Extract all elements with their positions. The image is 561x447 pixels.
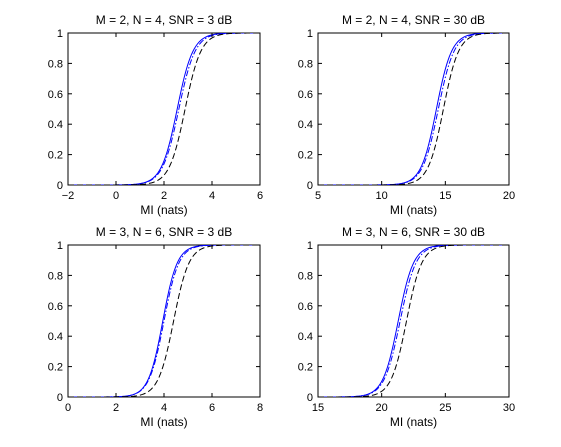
x-tick-label: 20 — [376, 402, 388, 414]
y-tick-label: 0.2 — [48, 150, 63, 162]
subplot-3: 0 2 4 6 8 0 0.2 0.4 0.6 0.8 1 M = 3, N = 6, SNR = 3… — [48, 225, 263, 429]
series-line-3 — [68, 33, 260, 185]
axes-frame — [67, 244, 261, 398]
y-tick-label: 0.6 — [48, 301, 63, 313]
x-axis-label: MI (nats) — [390, 415, 437, 429]
chart-title: M = 3, N = 6, SNR = 30 dB — [342, 225, 485, 239]
y-tick-label: 0 — [307, 180, 313, 192]
x-tick-label: 5 — [315, 190, 321, 202]
x-tick-label: 2 — [161, 190, 167, 202]
y-tick-label: 0.8 — [48, 270, 63, 282]
y-tick-label: 0.6 — [298, 89, 313, 101]
x-tick-label: −2 — [62, 190, 75, 202]
y-tick-label: 0.8 — [48, 58, 63, 70]
series-group — [68, 33, 260, 185]
series-line-3 — [68, 245, 260, 397]
chart-title: M = 3, N = 6, SNR = 3 dB — [96, 225, 232, 239]
y-tick-label: 0.2 — [298, 150, 313, 162]
subplot-1: −2 0 2 4 600.20.40.60.81M = 2, N = 4, SNR = … — [48, 13, 263, 217]
y-tick-label: 1 — [307, 28, 313, 40]
x-tick-label: 10 — [376, 190, 388, 202]
x-tick-label: 30 — [503, 402, 515, 414]
y-tick-label: 0 — [57, 180, 63, 192]
subplot-grid: −2 0 2 4 600.20.40.60.81M = 2, N = 4, SNR = … — [48, 13, 515, 429]
y-tick-label: 0 — [307, 392, 313, 404]
x-tick-label: 4 — [209, 190, 215, 202]
y-tick-label: 0.6 — [48, 89, 63, 101]
series-group — [318, 33, 509, 185]
x-tick-label: 2 — [113, 402, 119, 414]
x-axis-label: MI (nats) — [140, 415, 187, 429]
x-axis-label: MI (nats) — [140, 203, 187, 217]
axes-frame — [67, 32, 261, 186]
x-tick-label: 0 — [113, 190, 119, 202]
y-tick-label: 1 — [307, 240, 313, 252]
chart-title: M = 2, N = 4, SNR = 30 dB — [342, 13, 485, 27]
y-tick-label: 0.4 — [298, 331, 313, 343]
x-axis-label: MI (nats) — [390, 203, 437, 217]
x-tick-label: 8 — [257, 402, 263, 414]
series-group — [318, 245, 509, 397]
series-line-2 — [318, 33, 509, 185]
series-line-3 — [318, 245, 509, 397]
y-tick-label: 0.8 — [298, 270, 313, 282]
subplot-4: 15 20 25 30 0 0.2 0.4 0.6 0.8 1 M = 3, N = 6, SNR … — [298, 225, 515, 429]
y-tick-label: 0.4 — [48, 119, 63, 131]
y-tick-label: 1 — [57, 240, 63, 252]
y-tick-label: 0.8 — [298, 58, 313, 70]
y-tick-label: 1 — [57, 28, 63, 40]
chart-title: M = 2, N = 4, SNR = 3 dB — [96, 13, 232, 27]
y-tick-label: 0.4 — [298, 119, 313, 131]
x-tick-label: 6 — [257, 190, 263, 202]
series-line-3 — [318, 33, 509, 185]
axes-frame — [317, 244, 510, 398]
x-tick-label: 15 — [439, 190, 451, 202]
y-tick-label: 0.2 — [48, 362, 63, 374]
subplot-2: 5 10 15 20 0 0.2 0.4 0.6 0.8 1 M = 2, N = 4, SNR =… — [298, 13, 515, 217]
x-tick-label: 15 — [312, 402, 324, 414]
x-tick-label: 6 — [209, 402, 215, 414]
x-tick-label: 4 — [161, 402, 167, 414]
y-tick-label: 0.4 — [48, 331, 63, 343]
series-group — [68, 245, 260, 397]
x-tick-label: 20 — [503, 190, 515, 202]
x-tick-label: 0 — [65, 402, 71, 414]
y-tick-label: 0 — [57, 392, 63, 404]
y-tick-label: 0.6 — [298, 301, 313, 313]
axes-frame — [317, 32, 510, 186]
x-tick-label: 25 — [439, 402, 451, 414]
y-tick-label: 0.2 — [298, 362, 313, 374]
